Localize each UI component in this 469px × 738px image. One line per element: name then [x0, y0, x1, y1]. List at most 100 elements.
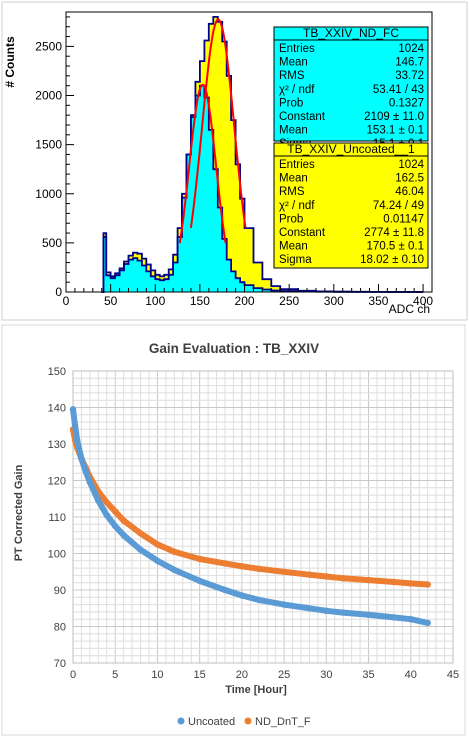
data-point-uncoated: [340, 609, 347, 616]
stat-row-value: 18.02 ± 0.10: [360, 254, 424, 266]
x-tick-label: 150: [190, 294, 210, 308]
data-point-uncoated: [238, 592, 246, 599]
stat-row-key: Entries: [279, 43, 315, 55]
data-point-uncoated: [255, 596, 262, 604]
data-point-nd-dnt-f: [154, 541, 161, 548]
y-tick-label: 0: [55, 285, 62, 299]
gaussian-fit-curve-uncoated: [189, 18, 247, 228]
data-point-nd-dnt-f: [103, 499, 111, 506]
data-point-nd-dnt-f: [365, 576, 372, 584]
stat-row-value: 53.41 / 43: [373, 84, 424, 96]
data-point-nd-dnt-f: [137, 530, 144, 537]
data-point-uncoated: [424, 619, 431, 627]
data-point-uncoated: [323, 607, 330, 614]
x-tick-label: 45: [447, 669, 459, 681]
stat-row-key: Mean: [279, 173, 308, 185]
y-tick-label: 500: [42, 236, 62, 250]
data-point-nd-dnt-f: [238, 563, 246, 570]
stat-row-value: 1024: [398, 43, 424, 55]
stat-row-value: 2774 ± 11.8: [364, 227, 424, 239]
y-tick-label: 2000: [35, 89, 62, 103]
stat-row-key: Constant: [279, 227, 326, 239]
y-tick-label: 100: [48, 549, 66, 561]
x-tick-label: 200: [235, 294, 255, 308]
y-tick-label: 130: [48, 439, 66, 451]
stat-row-key: RMS: [279, 186, 305, 198]
data-point-nd-dnt-f: [340, 575, 347, 582]
y-tick-label: 90: [54, 585, 66, 597]
x-tick-label: 40: [405, 669, 417, 681]
data-point-nd-dnt-f: [390, 578, 398, 586]
data-point-nd-dnt-f: [306, 571, 313, 578]
gain-evaluation-panel: Gain Evaluation : TB_XXIV 0 5 10 15 20 25 30 35…: [0, 323, 469, 738]
histogram-outline-uncoated: [101, 15, 424, 293]
legend-marker-nd-dnt-f: [244, 717, 252, 725]
x-axis-label: ADC ch: [389, 302, 430, 316]
stat-box-title: TB_XXIV_Uncoated__1: [287, 142, 415, 156]
stat-row-value: 0.01147: [383, 213, 424, 225]
stat-row-key: χ² / ndf: [279, 200, 315, 212]
y-tick-label: 110: [48, 512, 66, 524]
legend-marker-uncoated: [177, 717, 185, 725]
y-tick-label: 140: [48, 403, 66, 415]
stat-row-value: 1024: [398, 159, 424, 171]
legend: Uncoated ND_DnT_F: [177, 716, 311, 728]
legend-label-nd-dnt-f: ND_DnT_F: [255, 716, 311, 728]
data-point-uncoated: [71, 422, 79, 429]
stat-row-value: 46.04: [395, 186, 424, 198]
stat-row-value: 2109 ± 11.0: [364, 111, 424, 123]
x-tick-label: 250: [279, 294, 299, 308]
y-tick-label: 120: [48, 476, 66, 488]
x-tick-label: 30: [320, 669, 332, 681]
stat-row-value: 162.5: [395, 173, 424, 185]
gaussian-fit-curve-nd-fc: [178, 83, 227, 244]
data-point-uncoated: [306, 605, 313, 612]
plot-area-border: [72, 370, 454, 664]
x-tick-label: 300: [324, 294, 344, 308]
y-tick-label: 70: [54, 658, 66, 670]
data-point-uncoated: [86, 479, 94, 486]
data-point-uncoated: [137, 546, 144, 553]
data-point-uncoated: [196, 577, 203, 585]
x-tick-label: 20: [236, 669, 248, 681]
data-point-uncoated: [120, 532, 127, 539]
stat-box-title: TB_XXIV_ND_FC: [303, 26, 399, 40]
stat-box-uncoated: TB_XXIV_Uncoated__1 Entries 1024 Mean 162.5…: [273, 142, 429, 269]
data-point-uncoated: [390, 614, 398, 621]
stat-row-key: Prob: [279, 97, 303, 109]
data-point-nd-dnt-f: [323, 573, 330, 580]
data-point-nd-dnt-f: [171, 548, 178, 555]
x-tick-label: 5: [112, 669, 118, 681]
stat-row-key: Mean: [279, 241, 308, 253]
stat-row-key: RMS: [279, 70, 305, 82]
x-tick-label: 0: [70, 669, 76, 681]
y-tick-label: 1500: [35, 138, 62, 152]
stat-row-value: 146.7: [395, 57, 424, 69]
data-point-nd-dnt-f: [120, 517, 127, 524]
data-point-uncoated: [112, 522, 119, 530]
y-axis-label: PT Corrected Gain: [13, 464, 25, 561]
data-point-uncoated: [74, 437, 81, 444]
x-tick-label: 50: [104, 294, 118, 308]
stat-row-key: χ² / ndf: [279, 84, 315, 96]
y-tick-label: 150: [48, 366, 66, 378]
data-point-nd-dnt-f: [112, 508, 119, 515]
data-point-nd-dnt-f: [196, 555, 203, 563]
data-point-uncoated: [407, 616, 414, 623]
chart-title: Gain Evaluation : TB_XXIV: [149, 341, 319, 356]
x-tick-label: 35: [362, 669, 374, 681]
data-point-nd-dnt-f: [221, 560, 229, 567]
data-point-nd-dnt-f: [424, 581, 431, 588]
stat-row-key: Mean: [279, 57, 308, 69]
stat-row-key: Mean: [279, 125, 308, 137]
gain-evaluation-chart: Gain Evaluation : TB_XXIV 0 5 10 15 20 25 30 35…: [0, 323, 469, 738]
legend-label-uncoated: Uncoated: [188, 716, 235, 728]
data-point-uncoated: [365, 611, 372, 618]
data-point-uncoated: [78, 455, 85, 462]
x-tick-label: 25: [278, 669, 290, 681]
data-point-uncoated: [82, 468, 89, 475]
x-tick-label: 0: [63, 294, 70, 308]
histogram-chart: 0 50 100 150 200 250 300 350 400 0 500 1000 1500 2000…: [0, 0, 469, 322]
x-tick-label: 10: [151, 669, 163, 681]
histogram-fill-nd-fc: [101, 85, 424, 292]
